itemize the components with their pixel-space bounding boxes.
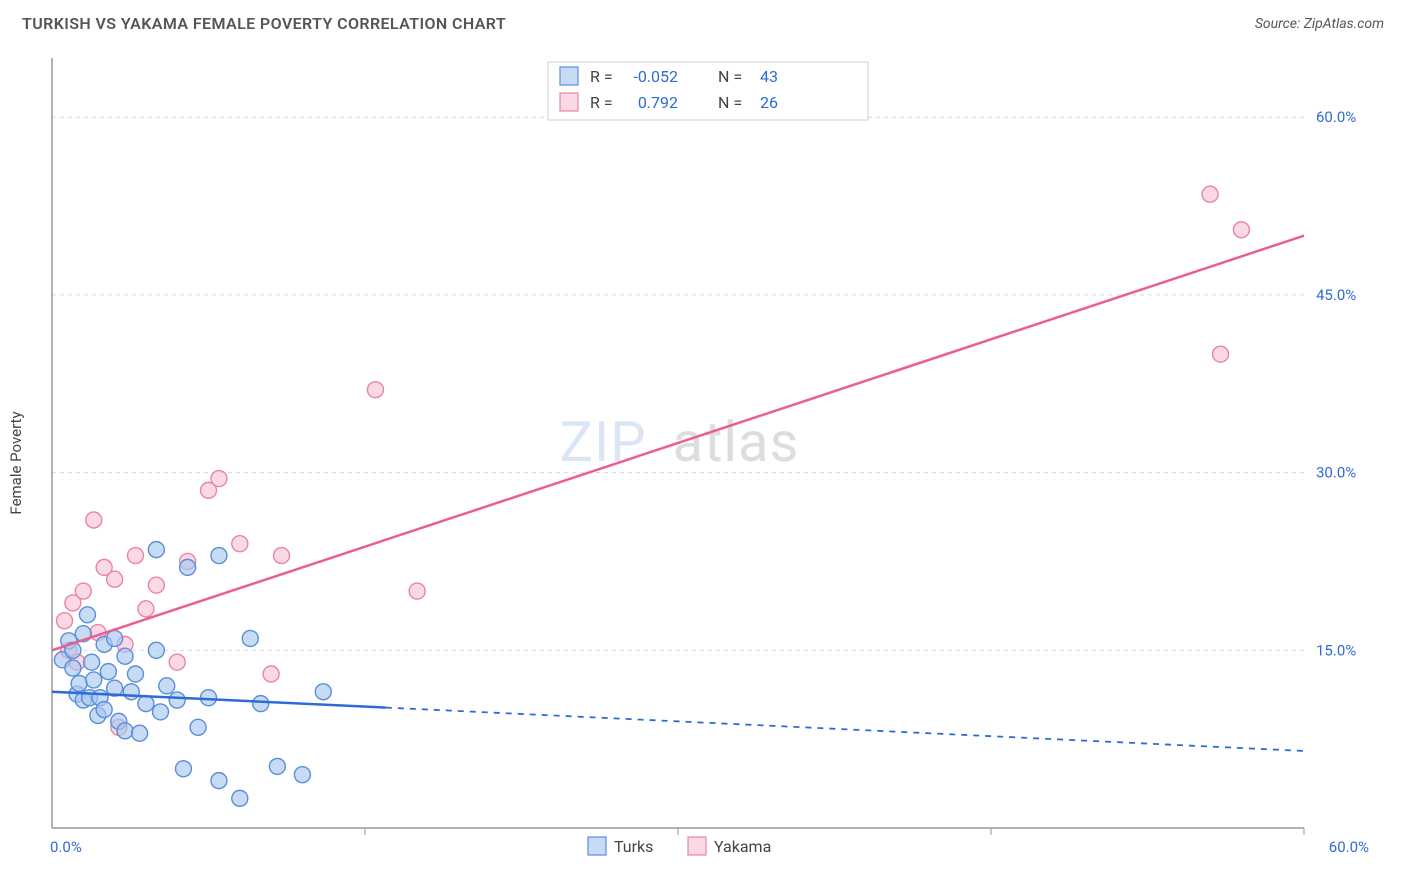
- turks-point: [159, 678, 175, 694]
- y-tick-label: 15.0%: [1316, 641, 1356, 659]
- bottom-legend-yakama: Yakama: [714, 837, 771, 856]
- chart-header: TURKISH VS YAKAMA FEMALE POVERTY CORRELA…: [0, 0, 1406, 43]
- yakama-point: [57, 613, 73, 629]
- turks-point: [100, 664, 116, 680]
- legend-r-value: 0.792: [638, 93, 678, 112]
- svg-text:atlas: atlas: [673, 409, 800, 475]
- y-tick-label: 30.0%: [1316, 464, 1356, 482]
- y-tick-label: 45.0%: [1316, 286, 1356, 304]
- y-tick-label: 60.0%: [1316, 108, 1356, 126]
- yakama-point: [127, 548, 143, 564]
- turks-point: [148, 542, 164, 558]
- turks-point: [123, 684, 139, 700]
- yakama-point: [75, 583, 91, 599]
- yakama-point: [86, 512, 102, 528]
- yakama-trendline: [52, 236, 1304, 651]
- turks-point: [117, 723, 133, 739]
- yakama-point: [409, 583, 425, 599]
- turks-point: [117, 648, 133, 664]
- svg-text:ZIP: ZIP: [559, 409, 646, 475]
- turks-point: [232, 790, 248, 806]
- legend-swatch: [560, 93, 578, 111]
- yakama-point: [1202, 186, 1218, 202]
- turks-point: [175, 761, 191, 777]
- yakama-point: [263, 666, 279, 682]
- x-min-label: 0.0%: [50, 838, 82, 856]
- yakama-point: [138, 601, 154, 617]
- turks-point: [315, 684, 331, 700]
- turks-point: [79, 607, 95, 623]
- yakama-point: [148, 577, 164, 593]
- turks-point: [211, 548, 227, 564]
- turks-point: [190, 719, 206, 735]
- turks-point: [107, 630, 123, 646]
- legend-swatch: [560, 67, 578, 85]
- turks-point: [132, 725, 148, 741]
- legend-n-label: N =: [718, 67, 742, 86]
- correlation-scatter-chart: 15.0% 30.0% 45.0% 60.0% ZIP atlas 0.0% 60.0% R =…: [22, 48, 1384, 878]
- chart-source: Source: ZipAtlas.com: [1255, 16, 1384, 32]
- yakama-point: [367, 382, 383, 398]
- yakama-point: [211, 471, 227, 487]
- turks-point: [127, 666, 143, 682]
- turks-point: [84, 654, 100, 670]
- turks-point: [169, 692, 185, 708]
- yakama-point: [169, 654, 185, 670]
- legend-r-label: R =: [590, 67, 613, 86]
- yakama-point: [1213, 346, 1229, 362]
- yakama-point: [274, 548, 290, 564]
- legend-r-value: -0.052: [633, 67, 678, 86]
- bottom-legend-turks: Turks: [614, 837, 653, 856]
- turks-point: [96, 702, 112, 718]
- chart-container: Female Poverty 15.0%30.0%45.0%60.0%ZIPat…: [22, 48, 1384, 878]
- yakama-point: [107, 571, 123, 587]
- turks-point: [253, 696, 269, 712]
- turks-point: [86, 672, 102, 688]
- bottom-legend-swatch-yakama: [688, 837, 706, 855]
- legend-r-label: R =: [590, 93, 613, 112]
- turks-point: [153, 704, 169, 720]
- turks-point: [294, 767, 310, 783]
- chart-title: TURKISH VS YAKAMA FEMALE POVERTY CORRELA…: [22, 14, 506, 33]
- turks-point: [180, 559, 196, 575]
- turks-point: [65, 660, 81, 676]
- turks-trendline-extrapolated: [386, 708, 1304, 751]
- turks-point: [242, 630, 258, 646]
- turks-point: [211, 773, 227, 789]
- yakama-point: [232, 536, 248, 552]
- x-max-label: 60.0%: [1329, 838, 1369, 856]
- turks-point: [71, 675, 87, 691]
- legend-n-value: 43: [760, 67, 778, 86]
- turks-point: [148, 642, 164, 658]
- y-axis-label: Female Poverty: [7, 411, 25, 514]
- legend-n-value: 26: [760, 93, 778, 112]
- turks-point: [138, 696, 154, 712]
- legend-n-label: N =: [718, 93, 742, 112]
- yakama-point: [1233, 222, 1249, 238]
- bottom-legend-swatch-turks: [588, 837, 606, 855]
- turks-point: [269, 758, 285, 774]
